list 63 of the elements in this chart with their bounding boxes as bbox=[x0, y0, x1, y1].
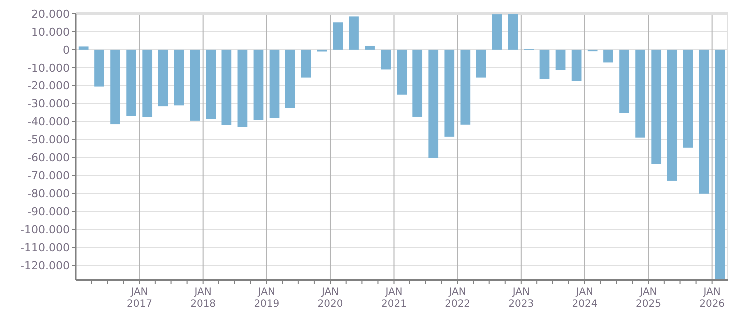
x-tick-label: JAN 2018 bbox=[190, 287, 216, 310]
bar bbox=[238, 50, 248, 128]
y-tick-label: 0 bbox=[63, 44, 70, 57]
bar bbox=[142, 50, 153, 118]
bar bbox=[174, 50, 184, 106]
y-tick-label: -50.000 bbox=[28, 134, 70, 147]
bar bbox=[620, 50, 630, 114]
y-tick-label: 20.000 bbox=[32, 8, 70, 21]
y-tick-label: -70.000 bbox=[28, 170, 70, 183]
bar bbox=[333, 22, 344, 50]
y-tick-label: -60.000 bbox=[28, 152, 70, 165]
x-tick-label: JAN 2019 bbox=[254, 287, 280, 310]
bar bbox=[476, 50, 486, 78]
bar bbox=[652, 50, 662, 164]
bar bbox=[540, 50, 550, 80]
bar bbox=[636, 50, 646, 138]
y-tick-label: -100.000 bbox=[20, 224, 70, 237]
bar bbox=[572, 50, 582, 82]
bar bbox=[126, 50, 136, 116]
y-tick-label: -110.000 bbox=[20, 242, 70, 254]
bar bbox=[460, 50, 471, 125]
bar bbox=[699, 50, 710, 194]
y-tick-label: -90.000 bbox=[28, 206, 70, 219]
bar bbox=[556, 50, 566, 70]
bar bbox=[222, 50, 232, 126]
x-tick-label: JAN 2020 bbox=[318, 287, 344, 310]
x-tick-label: JAN 2017 bbox=[127, 287, 152, 310]
y-tick-label: -10.000 bbox=[28, 62, 70, 75]
bar bbox=[301, 50, 312, 78]
x-tick-label: JAN 2026 bbox=[700, 287, 726, 310]
bar bbox=[349, 16, 359, 50]
bar bbox=[715, 50, 726, 280]
y-tick-label: -30.000 bbox=[28, 98, 70, 111]
bar bbox=[78, 46, 89, 50]
bar bbox=[270, 50, 280, 118]
x-tick-label: JAN 2021 bbox=[382, 287, 407, 310]
bar bbox=[444, 50, 455, 137]
bar bbox=[206, 50, 216, 120]
bar bbox=[365, 46, 375, 50]
x-tick-label: JAN 2025 bbox=[636, 287, 662, 310]
x-tick-label: JAN 2022 bbox=[445, 287, 471, 310]
bar bbox=[508, 14, 518, 50]
bar bbox=[492, 14, 502, 50]
bar bbox=[110, 50, 120, 125]
y-tick-label: -120.000 bbox=[20, 259, 70, 272]
bar bbox=[254, 50, 264, 120]
bar bbox=[683, 50, 694, 148]
y-tick-label: -80.000 bbox=[28, 188, 70, 201]
x-tick-label: JAN 2024 bbox=[572, 287, 598, 310]
bar bbox=[428, 50, 439, 158]
y-tick-label: -40.000 bbox=[28, 116, 70, 129]
bar bbox=[397, 50, 408, 95]
bar bbox=[158, 50, 168, 107]
bar bbox=[94, 50, 104, 87]
bar bbox=[412, 50, 423, 117]
x-tick-label: JAN 2023 bbox=[508, 287, 534, 310]
bar bbox=[285, 50, 296, 108]
bar bbox=[604, 50, 614, 63]
bar bbox=[667, 50, 678, 181]
bar bbox=[190, 50, 200, 121]
y-tick-label: -20.000 bbox=[28, 80, 70, 93]
bar bbox=[381, 50, 391, 70]
y-tick-label: 10.000 bbox=[32, 26, 70, 39]
